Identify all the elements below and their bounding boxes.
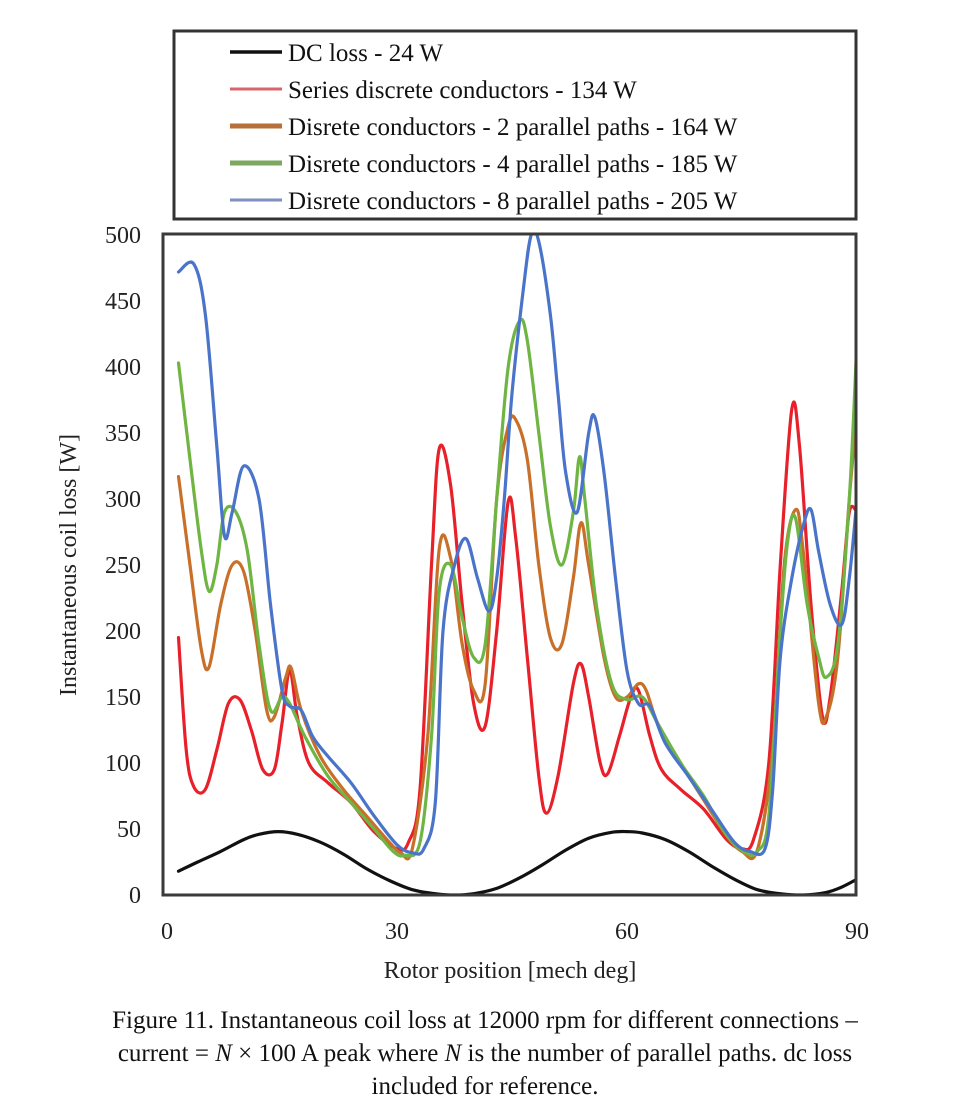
x-tick-label: 0 xyxy=(161,919,173,945)
y-tick-label: 500 xyxy=(105,223,141,249)
series-discrete-line xyxy=(176,400,856,852)
figure-caption: Figure 11. Instantaneous coil loss at 12… xyxy=(0,1004,970,1103)
x-tick-label: 90 xyxy=(845,919,869,945)
caption-line-1: Figure 11. Instantaneous coil loss at 12… xyxy=(112,1007,858,1034)
caption-text: is the number of parallel paths. dc loss xyxy=(461,1040,853,1067)
plot-frame xyxy=(161,232,858,897)
caption-variable-n: N xyxy=(215,1040,232,1067)
caption-variable-n: N xyxy=(444,1040,462,1067)
y-tick-label: 100 xyxy=(105,751,141,777)
y-tick-label: 450 xyxy=(105,289,141,315)
y-tick-label: 50 xyxy=(117,817,141,843)
y-axis-label: Instantaneous coil loss [W] xyxy=(56,434,82,696)
series-dc-loss-line xyxy=(176,829,856,895)
legend-label: Disrete conductors - 2 parallel paths - … xyxy=(288,114,738,141)
legend: DC loss - 24 W Series discrete conductors… xyxy=(172,29,858,221)
caption-line-2: current = N × 100 A peak where N is the … xyxy=(0,1037,970,1070)
series-4-parallel-line xyxy=(176,317,856,858)
series-8-parallel-line xyxy=(176,234,856,857)
x-tick-label: 60 xyxy=(615,919,639,945)
legend-label: Disrete conductors - 8 parallel paths - … xyxy=(288,188,738,215)
legend-label: Disrete conductors - 4 parallel paths - … xyxy=(288,151,738,178)
y-tick-label: 0 xyxy=(129,883,141,909)
x-axis: 0 30 60 90 xyxy=(161,919,869,945)
caption-text: × 100 A peak where xyxy=(231,1040,445,1067)
caption-line-3: included for reference. xyxy=(371,1073,599,1100)
y-tick-label: 150 xyxy=(105,685,141,711)
y-tick-label: 200 xyxy=(105,619,141,645)
caption-text: current = xyxy=(117,1040,216,1067)
legend-label: Series discrete conductors - 134 W xyxy=(288,77,637,104)
y-tick-label: 350 xyxy=(105,421,141,447)
x-axis-label: Rotor position [mech deg] xyxy=(384,958,637,984)
y-tick-label: 400 xyxy=(105,355,141,381)
y-tick-label: 250 xyxy=(105,553,141,579)
chart: DC loss - 24 W Series discrete conductors… xyxy=(56,29,869,984)
y-axis: 0 50 100 150 200 250 300 350 400 450 500 xyxy=(105,223,141,909)
x-tick-label: 30 xyxy=(385,919,409,945)
plot-area xyxy=(161,232,858,897)
legend-label: DC loss - 24 W xyxy=(288,40,444,67)
legend-frame xyxy=(172,29,858,221)
series-2-parallel-line xyxy=(176,411,856,861)
y-tick-label: 300 xyxy=(105,487,141,513)
